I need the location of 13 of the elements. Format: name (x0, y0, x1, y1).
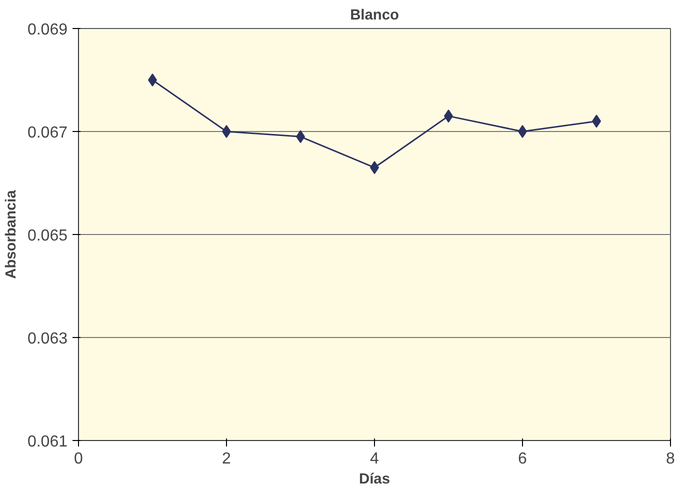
x-tick-label: 6 (518, 450, 528, 468)
x-tick-label: 8 (666, 450, 676, 468)
y-axis-title: Absorbancia (3, 189, 20, 279)
y-tick-label: 0.069 (27, 22, 68, 38)
x-tick-label: 4 (370, 450, 380, 468)
y-tick-label: 0.065 (27, 228, 68, 244)
y-tick-label: 0.067 (27, 124, 68, 142)
x-tick-label: 0 (74, 450, 84, 468)
y-tick-label: 0.063 (27, 330, 68, 348)
x-axis-title: Días (359, 472, 390, 488)
chart-title: Blanco (350, 8, 399, 24)
x-tick-label: 2 (222, 450, 232, 468)
y-tick-label: 0.061 (27, 434, 68, 450)
